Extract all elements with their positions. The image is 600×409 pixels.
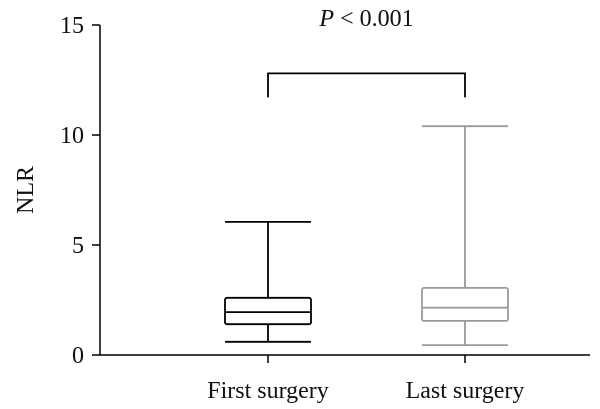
box-1 — [421, 125, 509, 347]
p-value-text: < 0.001 — [334, 6, 414, 32]
x-category-label-0: First surgery — [207, 378, 329, 404]
box-body-1 — [421, 286, 509, 322]
p-symbol: P — [318, 6, 334, 32]
y-tick-label-15: 15 — [60, 13, 84, 39]
significance-bracket — [267, 72, 466, 98]
y-tick-label-0: 0 — [72, 343, 84, 369]
y-axis-title: NLR — [13, 166, 39, 214]
p-value-label: P < 0.001 — [318, 6, 413, 32]
axes: 0 5 10 15 First surgery Last surgery NLR — [13, 13, 590, 404]
significance-annotation: P < 0.001 — [267, 6, 466, 98]
boxes — [224, 125, 509, 347]
x-category-label-1: Last surgery — [406, 378, 525, 404]
y-tick-label-10: 10 — [60, 123, 84, 149]
y-tick-label-5: 5 — [72, 233, 84, 259]
box-body-0 — [224, 296, 312, 326]
box-0 — [224, 220, 312, 343]
